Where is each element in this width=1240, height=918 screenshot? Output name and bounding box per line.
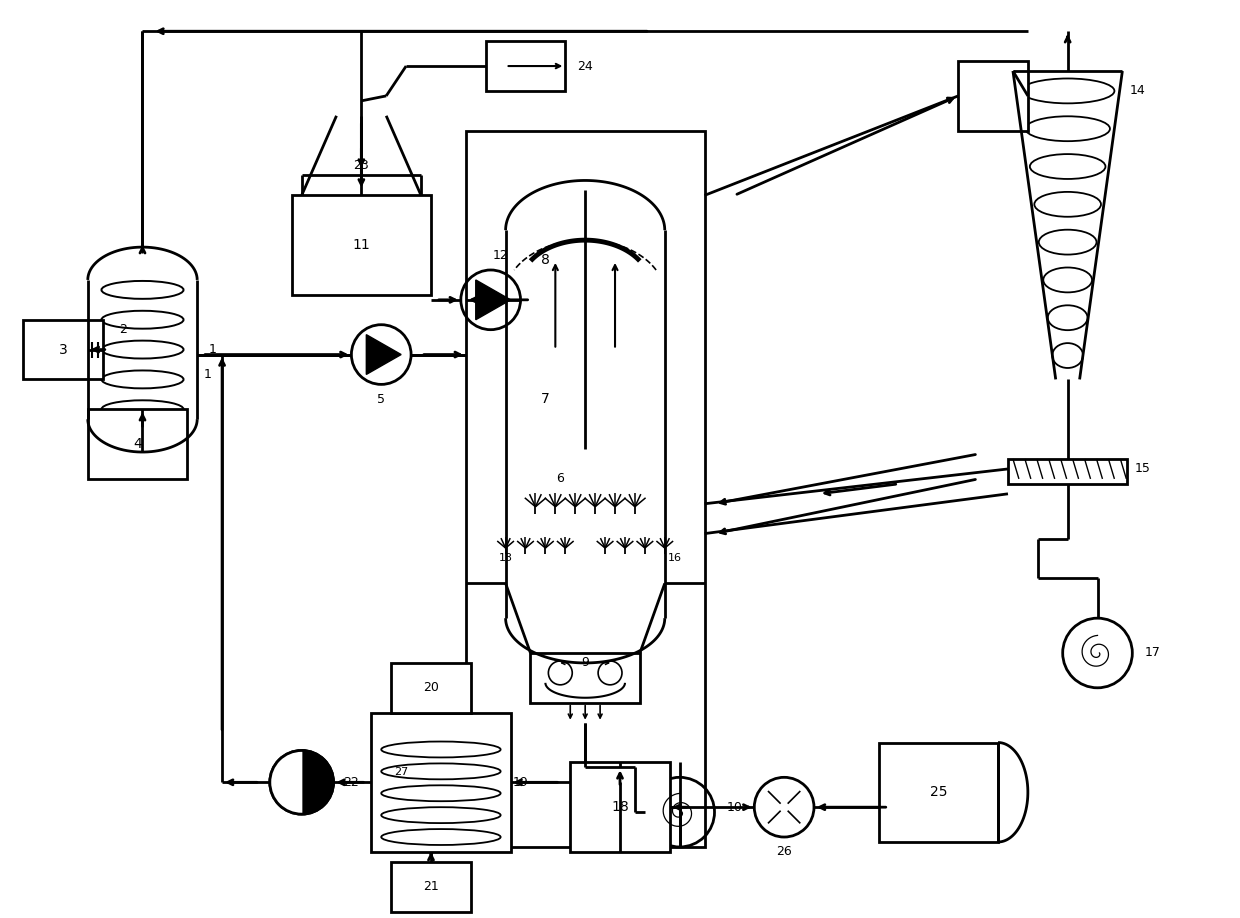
- Bar: [1008, 459, 1127, 484]
- Text: 20: 20: [423, 681, 439, 694]
- Text: 5: 5: [377, 393, 386, 406]
- Bar: [391, 663, 471, 712]
- Text: 15: 15: [1135, 463, 1151, 476]
- Text: 25: 25: [930, 785, 947, 800]
- Text: 21: 21: [423, 880, 439, 893]
- Text: 23: 23: [353, 159, 370, 172]
- Text: 6: 6: [557, 473, 564, 486]
- Text: 8: 8: [541, 253, 549, 267]
- Bar: [570, 763, 670, 852]
- Bar: [391, 862, 471, 912]
- Text: 2: 2: [119, 323, 126, 336]
- Bar: [531, 653, 640, 702]
- Polygon shape: [366, 335, 402, 375]
- Text: 26: 26: [776, 845, 792, 858]
- Text: 9: 9: [582, 656, 589, 669]
- Bar: [879, 743, 998, 842]
- Text: 7: 7: [541, 392, 549, 407]
- Text: 27: 27: [394, 767, 408, 778]
- Text: 24: 24: [578, 60, 593, 73]
- Text: 17: 17: [1145, 646, 1161, 659]
- Polygon shape: [301, 751, 334, 814]
- Text: 22: 22: [343, 776, 360, 789]
- Bar: [88, 409, 187, 479]
- Text: 18: 18: [611, 800, 629, 814]
- Text: 13: 13: [498, 554, 512, 564]
- Text: 3: 3: [58, 342, 67, 356]
- Text: 16: 16: [667, 554, 682, 564]
- Polygon shape: [270, 751, 301, 814]
- Bar: [959, 62, 1028, 130]
- Text: 1: 1: [203, 368, 211, 381]
- Text: 11: 11: [352, 238, 371, 252]
- Text: 10: 10: [727, 800, 743, 813]
- Bar: [466, 130, 704, 847]
- Bar: [24, 319, 103, 379]
- Text: 4: 4: [133, 437, 141, 451]
- Bar: [486, 41, 565, 91]
- Text: 19: 19: [512, 776, 528, 789]
- Bar: [291, 196, 432, 295]
- Text: 12: 12: [492, 249, 508, 262]
- Text: 14: 14: [1130, 84, 1146, 97]
- Text: 1: 1: [208, 343, 216, 356]
- Polygon shape: [476, 280, 511, 319]
- Bar: [371, 712, 511, 852]
